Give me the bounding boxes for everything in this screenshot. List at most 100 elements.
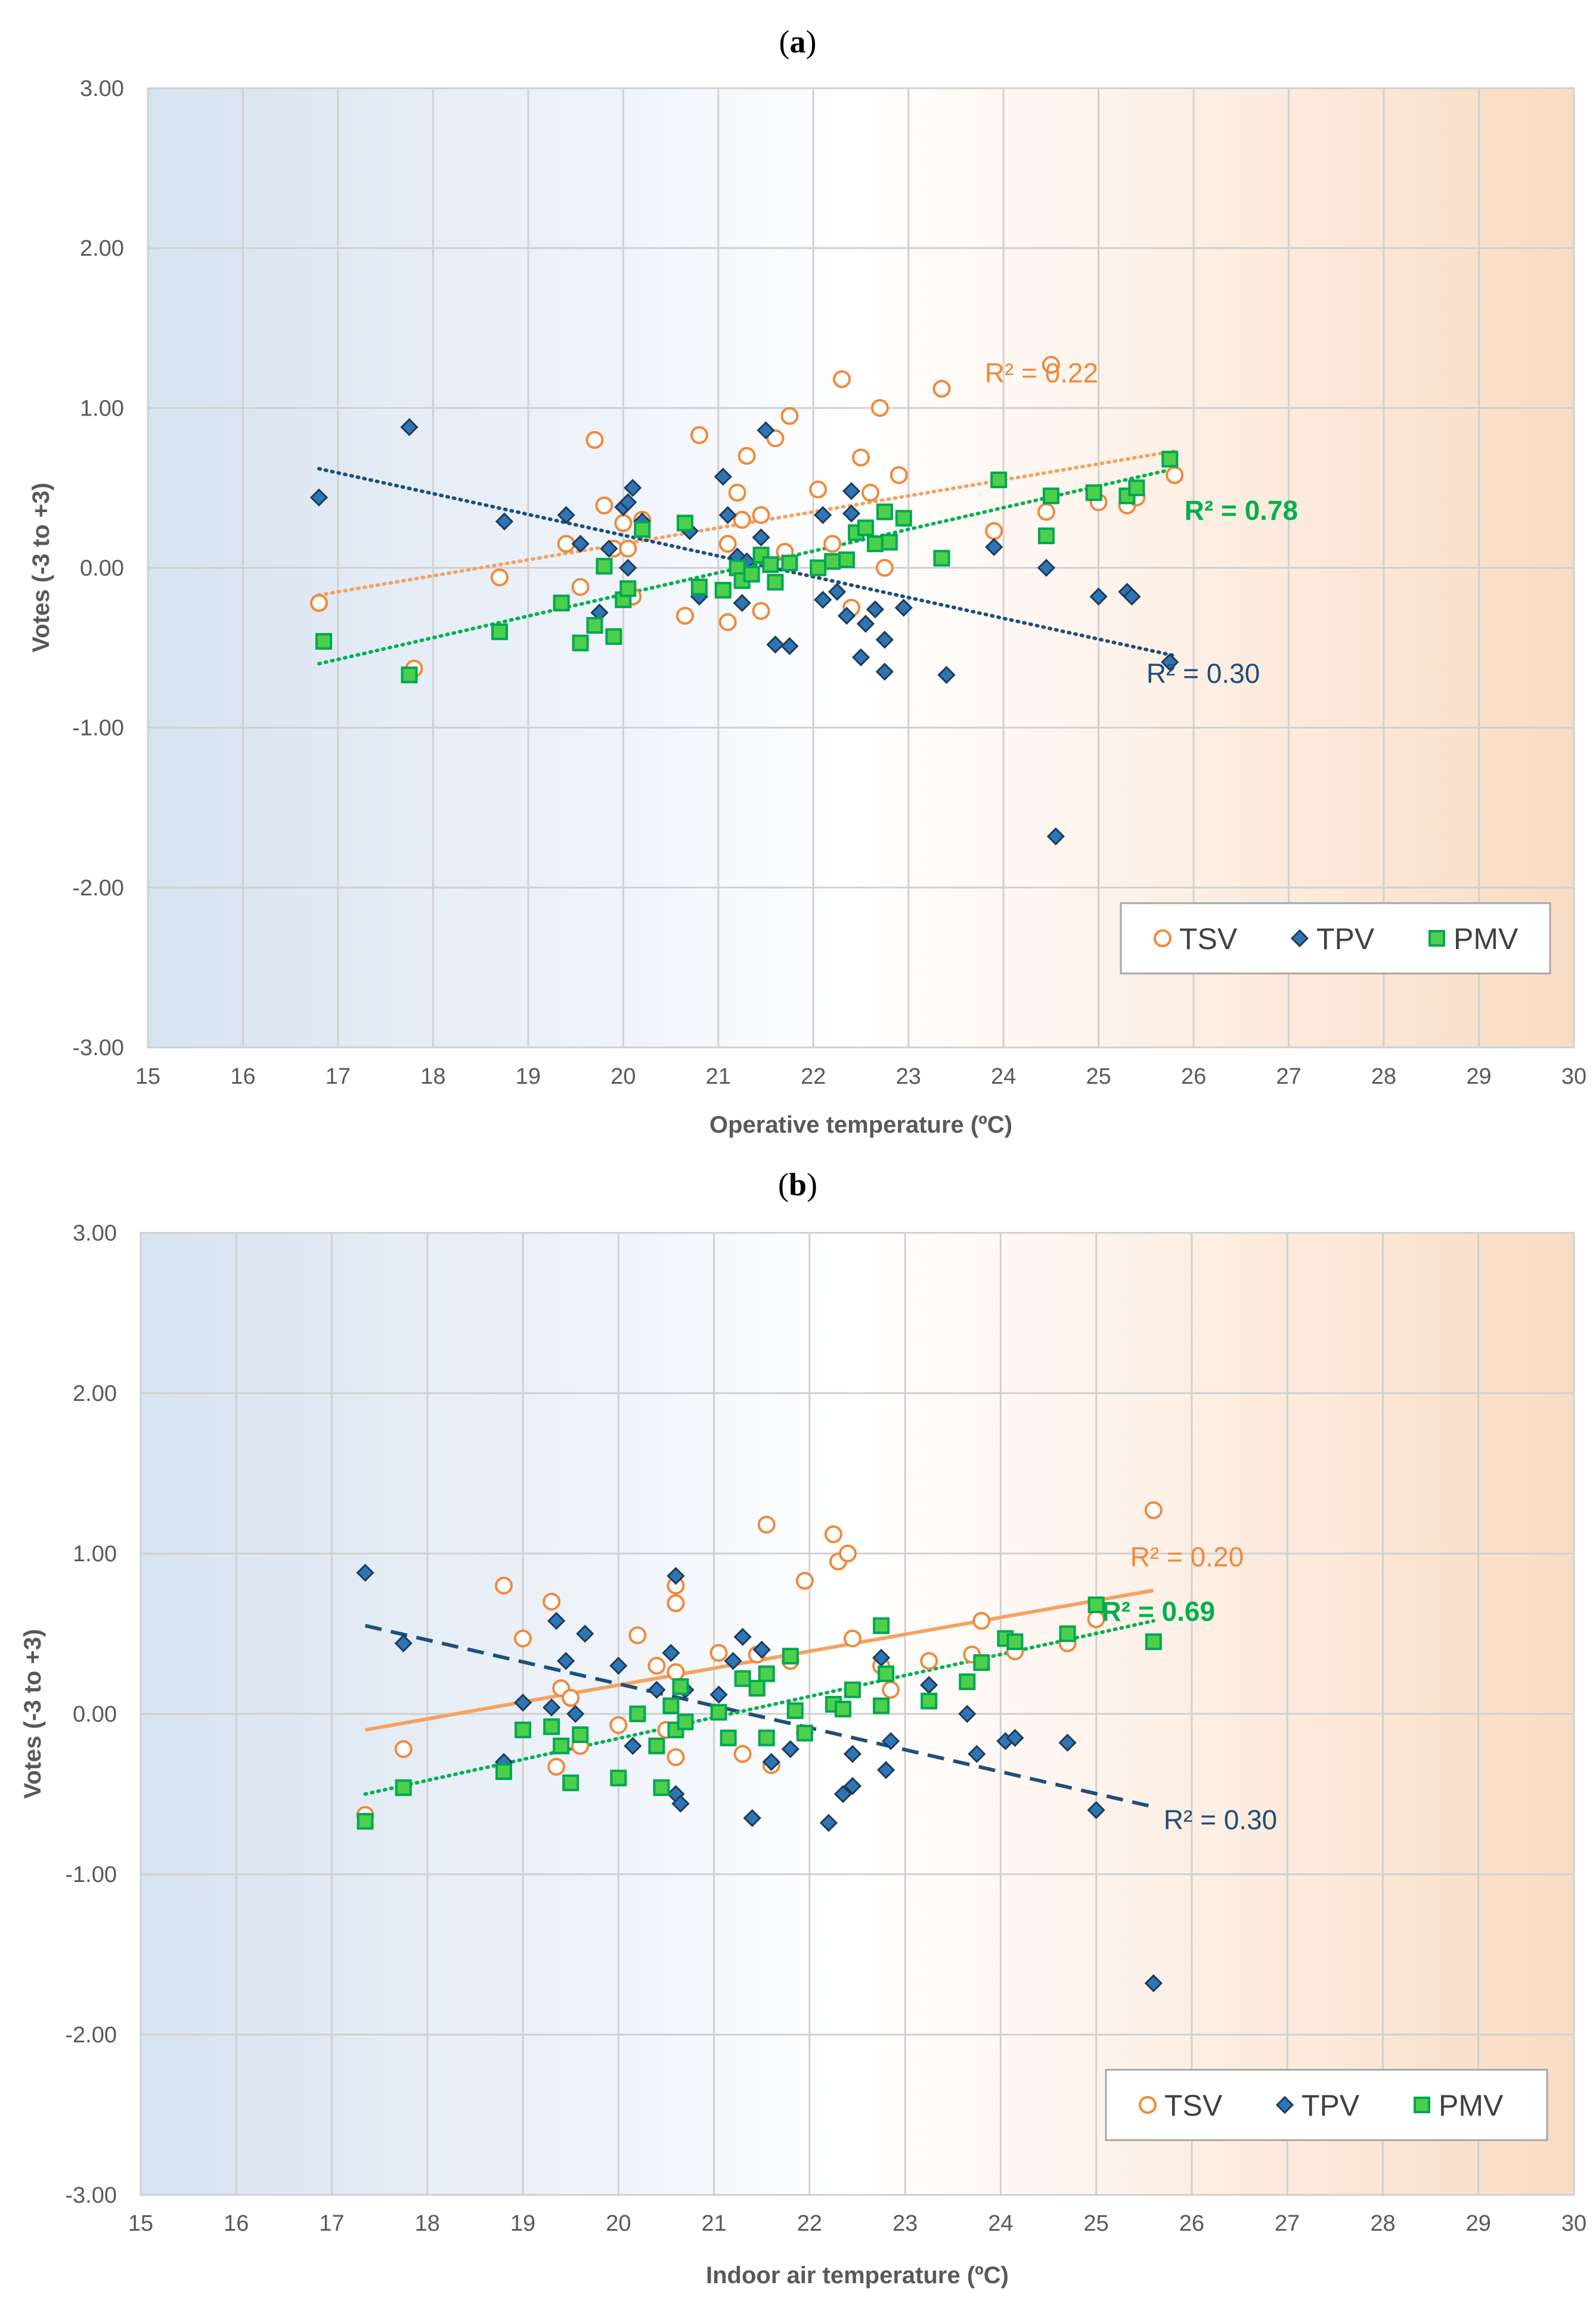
x-tick-label: 15: [135, 1064, 160, 1089]
tsv-point: [766, 429, 785, 448]
pmv-point: [677, 1713, 694, 1731]
y-tick-label: 0.00: [73, 1702, 117, 1727]
pmv-point: [990, 472, 1008, 489]
pmv-point: [876, 503, 893, 520]
tsv-point: [870, 399, 889, 417]
tpv-point: [1087, 1801, 1105, 1819]
tsv-point: [795, 1571, 814, 1590]
tsv-r2-label: R² = 0.20: [1130, 1542, 1244, 1573]
tpv-r2-label: R² = 0.30: [1164, 1804, 1278, 1835]
tpv-point: [495, 512, 514, 531]
tpv-point: [671, 1794, 690, 1813]
x-tick-label: 29: [1466, 1064, 1491, 1089]
pmv-point: [315, 632, 333, 650]
pmv-point: [401, 666, 418, 684]
pmv-point: [586, 617, 603, 634]
tpv-point: [1058, 1734, 1077, 1752]
y-tick-label: -3.00: [65, 2183, 117, 2208]
tpv-point: [842, 504, 861, 523]
pmv-point: [1128, 479, 1145, 497]
tsv-point: [752, 506, 770, 525]
tpv-point: [513, 1694, 532, 1712]
x-tick-label: 28: [1371, 1064, 1396, 1089]
tsv-point: [838, 1545, 857, 1562]
tpv-point: [400, 418, 419, 436]
tsv-point: [985, 522, 1003, 540]
tpv-series: [309, 418, 1179, 846]
tsv-point: [823, 535, 842, 553]
tsv-point: [619, 539, 637, 558]
tpv-point: [894, 599, 913, 617]
tpv-point: [819, 1813, 838, 1833]
tpv-point: [866, 600, 885, 619]
pmv-point: [734, 1670, 751, 1687]
tpv-point: [752, 1641, 771, 1659]
tpv-point: [557, 1652, 575, 1670]
tsv-point: [718, 613, 737, 631]
tpv-point: [576, 1624, 594, 1643]
tsv-point: [1144, 1501, 1163, 1520]
pmv-point: [743, 566, 760, 583]
x-tick-label: 15: [128, 2211, 153, 2236]
x-tick-label: 25: [1084, 2211, 1109, 2236]
pmv-point: [1042, 487, 1059, 504]
tpv-point: [718, 506, 737, 525]
x-tick-label: 27: [1276, 1064, 1301, 1089]
tpv-point: [876, 1761, 895, 1779]
tpv-point: [609, 1657, 628, 1675]
tpv-point: [842, 482, 861, 500]
tpv-point: [600, 539, 618, 558]
pmv-point: [690, 578, 708, 596]
pmv-point: [973, 1654, 990, 1671]
pmv-point: [572, 634, 589, 652]
y-tick-label: 2.00: [73, 1381, 117, 1406]
pmv-point: [752, 547, 770, 564]
legend-box: [1120, 902, 1551, 975]
tsv-point: [491, 568, 509, 587]
tpv-point: [985, 538, 1003, 556]
tpv-point: [624, 479, 642, 497]
x-tick-label: 23: [896, 1064, 921, 1089]
tpv-point: [757, 421, 775, 439]
tpv-point: [781, 1740, 799, 1759]
x-tick-label: 24: [991, 1064, 1016, 1089]
pmv-point: [629, 1706, 646, 1722]
pmv-point: [1006, 1633, 1024, 1650]
pmv-point: [553, 594, 570, 612]
x-tick-label: 22: [801, 1064, 826, 1089]
legend-pmv-marker: [1414, 2097, 1430, 2113]
tpv-point: [709, 1685, 728, 1704]
pmv-point: [515, 1721, 532, 1738]
pmv-point: [596, 557, 613, 575]
tsv-point: [780, 407, 799, 425]
legend: TSV TPV PMV: [1105, 2069, 1548, 2141]
pmv-point: [491, 623, 509, 640]
tsv-point: [595, 496, 613, 514]
tpv-point: [875, 631, 894, 649]
tpv-point: [662, 1644, 680, 1662]
tsv-point: [690, 426, 708, 444]
pmv-point: [857, 519, 874, 537]
pmv-point: [767, 573, 784, 591]
legend-pmv-label: PMV: [1439, 2089, 1504, 2122]
y-tick-label: -1.00: [72, 716, 124, 741]
x-tick-label: 30: [1561, 1064, 1586, 1089]
pmv-point: [895, 510, 912, 527]
tpv-point: [733, 594, 751, 612]
chart-a: (a) 15 16 17 18 19 20 21 22 23 24 25 26 27 28 29 30 3.00 2…: [28, 24, 1586, 1138]
x-tick-label: 29: [1466, 2211, 1491, 2236]
tpv-point: [309, 488, 329, 507]
pmv-point: [866, 535, 884, 553]
tpv-point: [958, 1704, 977, 1723]
tpv-point: [968, 1745, 986, 1763]
panel-label-open: (: [779, 24, 790, 60]
tsv-point: [852, 448, 870, 467]
x-tick-label: 28: [1370, 2211, 1395, 2236]
pmv-point: [810, 559, 827, 576]
tpv-point: [814, 591, 832, 609]
tsv-point: [609, 1716, 628, 1734]
pmv-point: [672, 1678, 689, 1695]
pmv-point: [676, 514, 693, 532]
x-tick-label: 18: [420, 1064, 445, 1089]
legend-tsv-marker: [1139, 2096, 1157, 2114]
